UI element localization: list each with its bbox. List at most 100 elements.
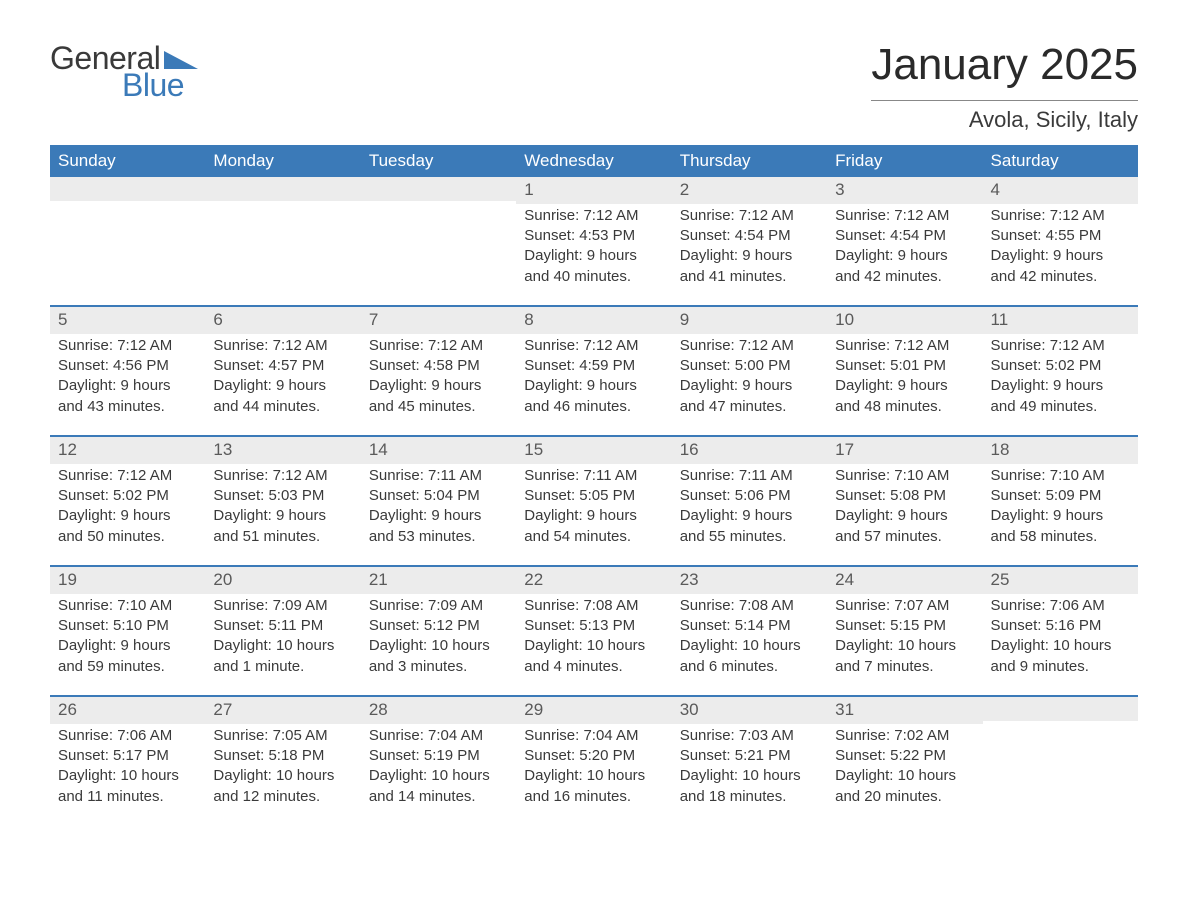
day-data: Sunrise: 7:11 AMSunset: 5:06 PMDaylight:…: [672, 464, 827, 557]
day-number: 7: [361, 307, 516, 334]
day-number: [50, 177, 205, 201]
day-number: 30: [672, 697, 827, 724]
day-number: 11: [983, 307, 1138, 334]
daylight-text: Daylight: 9 hours and 53 minutes.: [369, 506, 508, 547]
calendar-cell: 6Sunrise: 7:12 AMSunset: 4:57 PMDaylight…: [205, 307, 360, 435]
sunrise-text: Sunrise: 7:12 AM: [835, 206, 974, 226]
calendar-cell: 29Sunrise: 7:04 AMSunset: 5:20 PMDayligh…: [516, 697, 671, 825]
day-data: Sunrise: 7:12 AMSunset: 5:01 PMDaylight:…: [827, 334, 982, 427]
day-data: Sunrise: 7:12 AMSunset: 4:56 PMDaylight:…: [50, 334, 205, 427]
calendar-cell: 12Sunrise: 7:12 AMSunset: 5:02 PMDayligh…: [50, 437, 205, 565]
daylight-text: Daylight: 10 hours and 16 minutes.: [524, 766, 663, 807]
calendar-cell: 7Sunrise: 7:12 AMSunset: 4:58 PMDaylight…: [361, 307, 516, 435]
calendar-week: 1Sunrise: 7:12 AMSunset: 4:53 PMDaylight…: [50, 177, 1138, 305]
day-number: 2: [672, 177, 827, 204]
day-number: 12: [50, 437, 205, 464]
day-number: 15: [516, 437, 671, 464]
brand-word-2: Blue: [122, 67, 184, 104]
daylight-text: Daylight: 9 hours and 42 minutes.: [835, 246, 974, 287]
daylight-text: Daylight: 9 hours and 48 minutes.: [835, 376, 974, 417]
day-number: 1: [516, 177, 671, 204]
sunset-text: Sunset: 5:00 PM: [680, 356, 819, 376]
sunrise-text: Sunrise: 7:05 AM: [213, 726, 352, 746]
day-number: 27: [205, 697, 360, 724]
day-data: Sunrise: 7:12 AMSunset: 5:03 PMDaylight:…: [205, 464, 360, 557]
sunset-text: Sunset: 5:20 PM: [524, 746, 663, 766]
calendar-cell: 15Sunrise: 7:11 AMSunset: 5:05 PMDayligh…: [516, 437, 671, 565]
calendar-week: 5Sunrise: 7:12 AMSunset: 4:56 PMDaylight…: [50, 305, 1138, 435]
calendar-cell: [50, 177, 205, 305]
calendar-cell: 31Sunrise: 7:02 AMSunset: 5:22 PMDayligh…: [827, 697, 982, 825]
sunset-text: Sunset: 5:08 PM: [835, 486, 974, 506]
sunset-text: Sunset: 5:15 PM: [835, 616, 974, 636]
day-data: Sunrise: 7:12 AMSunset: 4:55 PMDaylight:…: [983, 204, 1138, 297]
daylight-text: Daylight: 9 hours and 51 minutes.: [213, 506, 352, 547]
sunset-text: Sunset: 5:10 PM: [58, 616, 197, 636]
weekday-header: Tuesday: [361, 145, 516, 177]
sunset-text: Sunset: 4:59 PM: [524, 356, 663, 376]
calendar-cell: [205, 177, 360, 305]
calendar-cell: 17Sunrise: 7:10 AMSunset: 5:08 PMDayligh…: [827, 437, 982, 565]
calendar-cell: 24Sunrise: 7:07 AMSunset: 5:15 PMDayligh…: [827, 567, 982, 695]
calendar-week: 12Sunrise: 7:12 AMSunset: 5:02 PMDayligh…: [50, 435, 1138, 565]
calendar-cell: 13Sunrise: 7:12 AMSunset: 5:03 PMDayligh…: [205, 437, 360, 565]
calendar-cell: 28Sunrise: 7:04 AMSunset: 5:19 PMDayligh…: [361, 697, 516, 825]
daylight-text: Daylight: 10 hours and 9 minutes.: [991, 636, 1130, 677]
sunset-text: Sunset: 4:53 PM: [524, 226, 663, 246]
sunset-text: Sunset: 5:19 PM: [369, 746, 508, 766]
day-data: Sunrise: 7:04 AMSunset: 5:20 PMDaylight:…: [516, 724, 671, 817]
day-data: Sunrise: 7:03 AMSunset: 5:21 PMDaylight:…: [672, 724, 827, 817]
calendar-cell: 23Sunrise: 7:08 AMSunset: 5:14 PMDayligh…: [672, 567, 827, 695]
page-header: General Blue January 2025 Avola, Sicily,…: [50, 40, 1138, 133]
calendar-cell: 4Sunrise: 7:12 AMSunset: 4:55 PMDaylight…: [983, 177, 1138, 305]
sunset-text: Sunset: 4:57 PM: [213, 356, 352, 376]
day-number: 14: [361, 437, 516, 464]
sunrise-text: Sunrise: 7:12 AM: [524, 206, 663, 226]
calendar-cell: 11Sunrise: 7:12 AMSunset: 5:02 PMDayligh…: [983, 307, 1138, 435]
sunset-text: Sunset: 4:58 PM: [369, 356, 508, 376]
sunrise-text: Sunrise: 7:12 AM: [991, 336, 1130, 356]
day-number: 5: [50, 307, 205, 334]
day-data: Sunrise: 7:12 AMSunset: 5:00 PMDaylight:…: [672, 334, 827, 427]
weekday-header: Sunday: [50, 145, 205, 177]
day-number: 6: [205, 307, 360, 334]
calendar-cell: 9Sunrise: 7:12 AMSunset: 5:00 PMDaylight…: [672, 307, 827, 435]
day-data: Sunrise: 7:12 AMSunset: 4:58 PMDaylight:…: [361, 334, 516, 427]
day-number: 22: [516, 567, 671, 594]
day-data: Sunrise: 7:09 AMSunset: 5:12 PMDaylight:…: [361, 594, 516, 687]
calendar-cell: 22Sunrise: 7:08 AMSunset: 5:13 PMDayligh…: [516, 567, 671, 695]
sunset-text: Sunset: 5:14 PM: [680, 616, 819, 636]
day-data: Sunrise: 7:12 AMSunset: 4:57 PMDaylight:…: [205, 334, 360, 427]
sunset-text: Sunset: 5:22 PM: [835, 746, 974, 766]
sunset-text: Sunset: 5:09 PM: [991, 486, 1130, 506]
day-number: 21: [361, 567, 516, 594]
sunrise-text: Sunrise: 7:08 AM: [524, 596, 663, 616]
calendar-cell: [983, 697, 1138, 825]
day-number: 18: [983, 437, 1138, 464]
day-data: Sunrise: 7:12 AMSunset: 4:53 PMDaylight:…: [516, 204, 671, 297]
daylight-text: Daylight: 10 hours and 20 minutes.: [835, 766, 974, 807]
day-number: 29: [516, 697, 671, 724]
sunset-text: Sunset: 4:56 PM: [58, 356, 197, 376]
sunset-text: Sunset: 5:12 PM: [369, 616, 508, 636]
daylight-text: Daylight: 9 hours and 47 minutes.: [680, 376, 819, 417]
day-number: 24: [827, 567, 982, 594]
day-data: Sunrise: 7:11 AMSunset: 5:05 PMDaylight:…: [516, 464, 671, 557]
daylight-text: Daylight: 9 hours and 55 minutes.: [680, 506, 819, 547]
sunrise-text: Sunrise: 7:07 AM: [835, 596, 974, 616]
calendar-cell: 14Sunrise: 7:11 AMSunset: 5:04 PMDayligh…: [361, 437, 516, 565]
day-number: [205, 177, 360, 201]
sunset-text: Sunset: 5:16 PM: [991, 616, 1130, 636]
daylight-text: Daylight: 10 hours and 7 minutes.: [835, 636, 974, 677]
sunrise-text: Sunrise: 7:12 AM: [213, 336, 352, 356]
day-number: 3: [827, 177, 982, 204]
sunrise-text: Sunrise: 7:12 AM: [835, 336, 974, 356]
day-data: Sunrise: 7:08 AMSunset: 5:13 PMDaylight:…: [516, 594, 671, 687]
daylight-text: Daylight: 9 hours and 57 minutes.: [835, 506, 974, 547]
sunset-text: Sunset: 5:06 PM: [680, 486, 819, 506]
day-data: Sunrise: 7:12 AMSunset: 4:54 PMDaylight:…: [827, 204, 982, 297]
sunrise-text: Sunrise: 7:12 AM: [58, 466, 197, 486]
calendar-cell: 2Sunrise: 7:12 AMSunset: 4:54 PMDaylight…: [672, 177, 827, 305]
daylight-text: Daylight: 9 hours and 58 minutes.: [991, 506, 1130, 547]
sunrise-text: Sunrise: 7:12 AM: [58, 336, 197, 356]
